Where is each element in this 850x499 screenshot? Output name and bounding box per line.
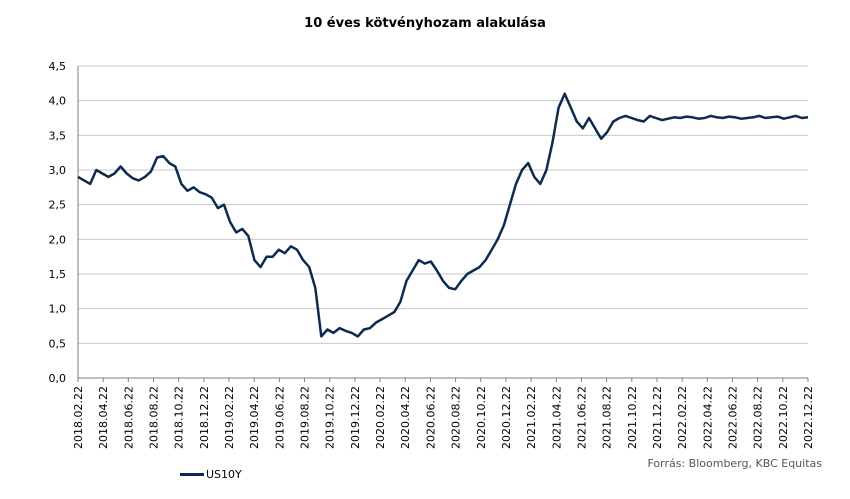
legend-label-us10y: US10Y <box>206 468 242 481</box>
x-tick-label: 2021.02.22 <box>525 386 538 449</box>
x-tick-label: 2021.06.22 <box>575 386 588 449</box>
x-tick-label: 2021.12.22 <box>651 386 664 449</box>
y-tick-label: 2,0 <box>49 233 67 246</box>
x-tick-label: 2021.04.22 <box>550 386 563 449</box>
series-layer <box>77 92 809 338</box>
x-tick-label: 2020.10.22 <box>475 386 488 449</box>
x-tick-label: 2019.04.22 <box>248 386 261 449</box>
y-tick-label: 3,5 <box>49 129 67 142</box>
x-tick-label: 2018.08.22 <box>148 386 161 449</box>
x-tick-label: 2019.12.22 <box>349 386 362 449</box>
legend-swatch-us10y <box>180 473 204 476</box>
x-tick-label: 2022.04.22 <box>701 386 714 449</box>
y-tick-label: 0,0 <box>49 372 67 385</box>
x-tick-label: 2020.06.22 <box>424 386 437 449</box>
x-tick-label: 2019.02.22 <box>223 386 236 449</box>
x-tick-label: 2019.10.22 <box>324 386 337 449</box>
y-tick-label: 1,0 <box>49 303 67 316</box>
x-tick-label: 2018.06.22 <box>122 386 135 449</box>
y-tick-label: 2,5 <box>49 199 67 212</box>
grid-layer <box>78 65 808 379</box>
series-line-us10y <box>77 92 809 338</box>
x-tick-label: 2018.10.22 <box>173 386 186 449</box>
x-tick-label: 2021.10.22 <box>626 386 639 449</box>
chart-title: 10 éves kötvényhozam alakulása <box>304 16 546 31</box>
x-tick-label: 2022.06.22 <box>726 386 739 449</box>
x-tick-label: 2018.04.22 <box>97 386 110 449</box>
x-tick-label: 2022.08.22 <box>752 386 765 449</box>
x-tick-label: 2019.08.22 <box>299 386 312 449</box>
x-tick-label: 2020.02.22 <box>374 386 387 449</box>
y-tick-label: 1,5 <box>49 268 67 281</box>
x-tick-label: 2020.04.22 <box>399 386 412 449</box>
x-tick-label: 2018.02.22 <box>72 386 85 449</box>
x-tick-label: 2020.08.22 <box>450 386 463 449</box>
x-tick-label: 2020.12.22 <box>500 386 513 449</box>
x-tick-label: 2022.02.22 <box>676 386 689 449</box>
x-tick-label: 2018.12.22 <box>198 386 211 449</box>
y-tick-label: 0,5 <box>49 337 67 350</box>
y-tick-label: 4,0 <box>49 95 67 108</box>
x-tick-label: 2019.06.22 <box>273 386 286 449</box>
y-tick-label: 4,5 <box>49 60 67 73</box>
x-tick-label: 2022.12.22 <box>802 386 815 449</box>
axis-layer: 0,0 0,5 1,0 1,5 2,0 2,5 3,0 3,5 4,0 4,5 2018.02.22… <box>49 60 816 449</box>
legend: US10Y <box>180 468 242 481</box>
x-tick-label: 2021.08.22 <box>601 386 614 449</box>
source-note: Forrás: Bloomberg, KBC Equitas <box>647 457 822 470</box>
x-tick-label: 2022.10.22 <box>777 386 790 449</box>
y-tick-label: 3,0 <box>49 164 67 177</box>
